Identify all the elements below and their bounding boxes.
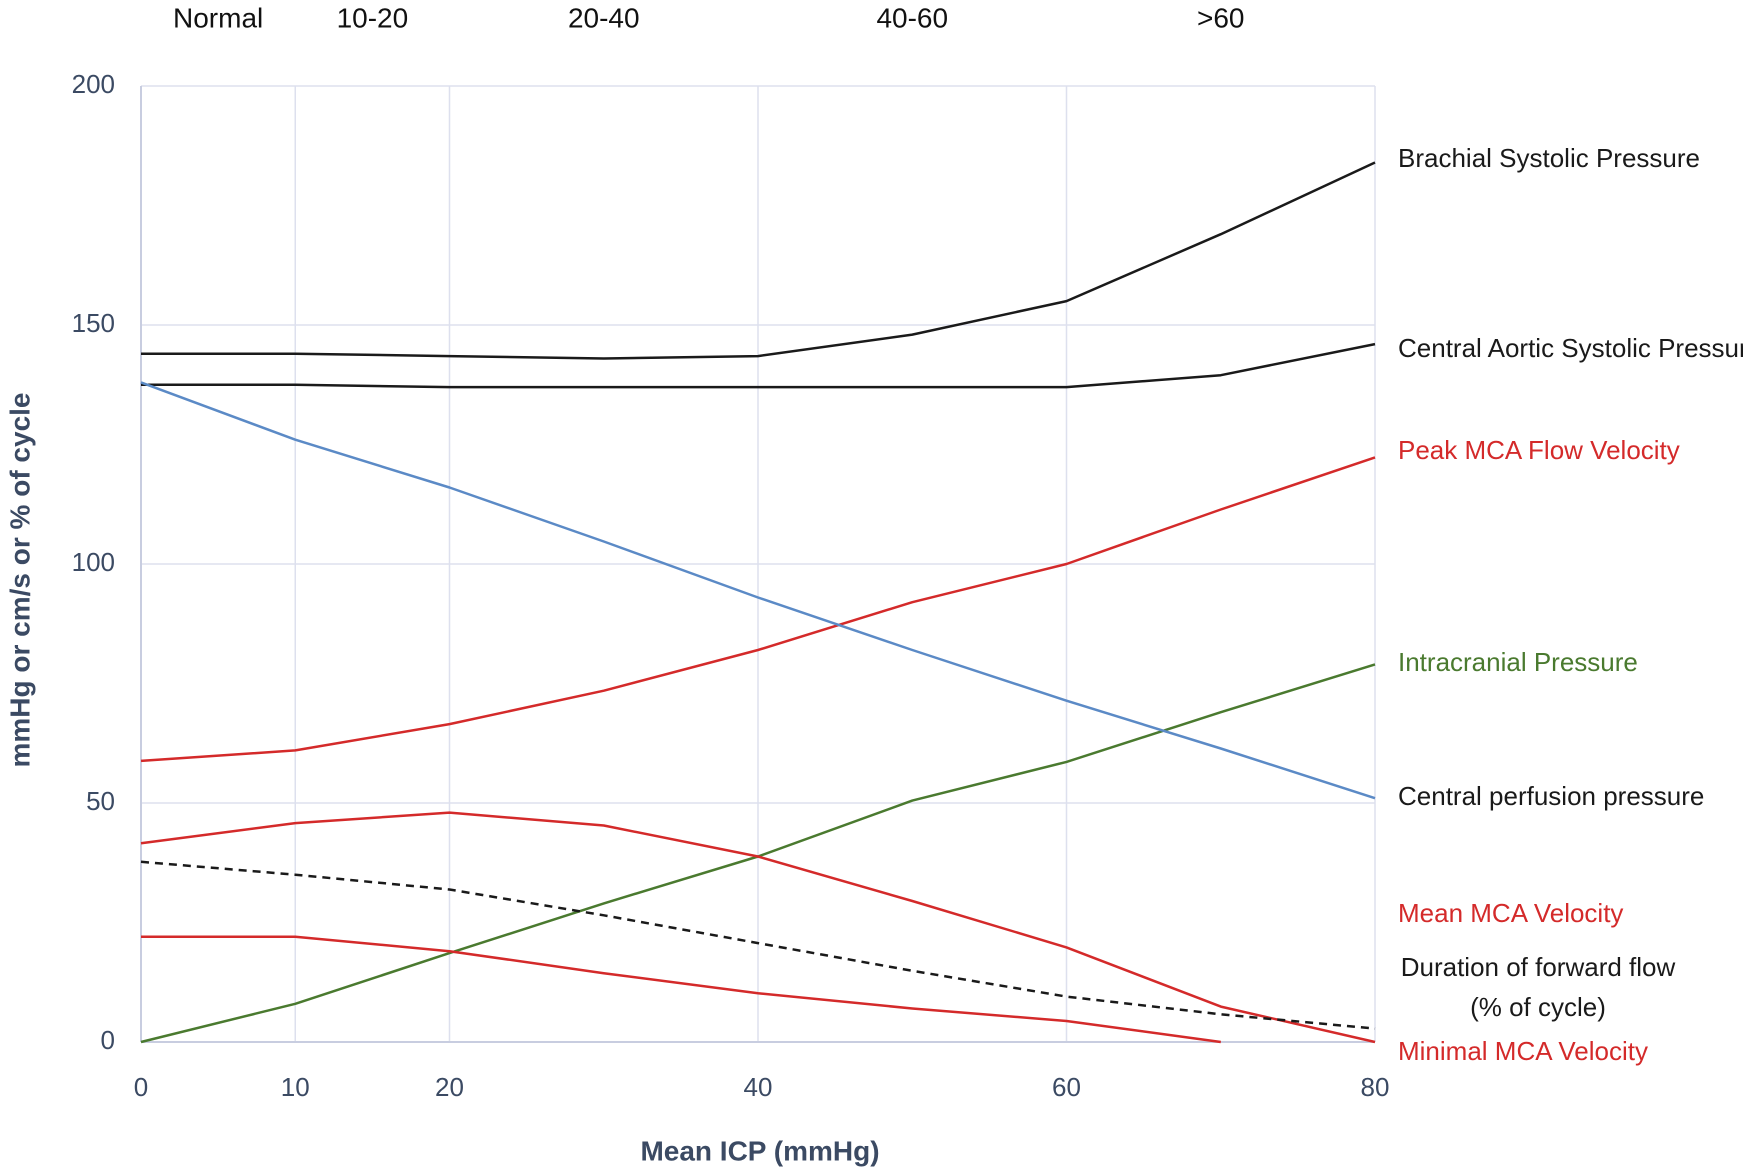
y-tick-label: 100 [72, 547, 115, 577]
region-label: Normal [173, 2, 263, 33]
y-tick-label: 150 [72, 308, 115, 338]
region-label: 10-20 [337, 2, 409, 33]
x-tick-label: 0 [134, 1072, 148, 1102]
series-label: Central perfusion pressure [1398, 781, 1705, 811]
series-label: Minimal MCA Velocity [1398, 1036, 1648, 1066]
y-tick-label: 50 [86, 786, 115, 816]
series-line [141, 342, 1376, 389]
region-label: >60 [1197, 2, 1245, 33]
series-label: Central Aortic Systolic Pressure [1398, 333, 1743, 363]
series-line [140, 456, 1376, 763]
x-tick-label: 40 [744, 1072, 773, 1102]
x-tick-label: 20 [435, 1072, 464, 1102]
series-line [140, 860, 1376, 1030]
x-axis-label: Mean ICP (mmHg) [640, 1135, 879, 1166]
series-label: Mean MCA Velocity [1398, 898, 1624, 928]
x-tick-label: 10 [281, 1072, 310, 1102]
series-line [140, 811, 1376, 1044]
series-line [141, 161, 1376, 360]
y-tick-label: 0 [101, 1025, 115, 1055]
y-axis-label: mmHg or cm/s or % of cycle [4, 392, 35, 767]
series-line [140, 381, 1376, 800]
series-label: Duration of forward flow (% of cycle) [1400, 952, 1676, 1022]
series-label: Brachial Systolic Pressure [1398, 143, 1700, 173]
x-tick-label: 60 [1052, 1072, 1081, 1102]
region-label: 20-40 [568, 2, 640, 33]
series-line [141, 935, 1221, 1044]
x-tick-label: 80 [1361, 1072, 1390, 1102]
series-label: Intracranial Pressure [1398, 647, 1638, 677]
region-label: 40-60 [876, 2, 948, 33]
series-label: Peak MCA Flow Velocity [1398, 435, 1680, 465]
y-tick-label: 200 [72, 69, 115, 99]
